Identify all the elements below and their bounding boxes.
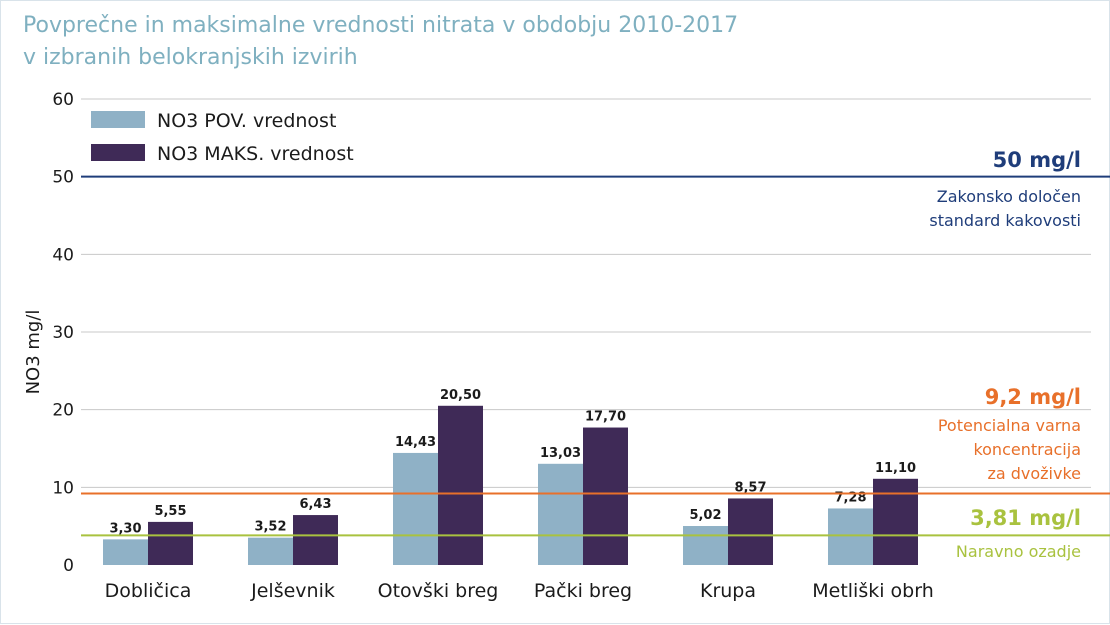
bar — [393, 452, 438, 565]
bar — [728, 498, 773, 565]
legend-label: NO3 MAKS. vrednost — [157, 143, 354, 165]
data-label: 8,57 — [734, 480, 766, 495]
x-tick-label: Krupa — [700, 580, 756, 602]
x-tick-label: Dobličica — [105, 580, 192, 602]
legend-swatch — [91, 144, 145, 161]
reference-description: standard kakovosti — [929, 211, 1081, 230]
bar — [293, 515, 338, 565]
x-tick-label: Metliški obrh — [812, 580, 934, 602]
reference-value-label: 3,81 mg/l — [970, 506, 1081, 530]
y-tick-label: 0 — [63, 556, 74, 576]
data-label: 5,55 — [154, 504, 186, 519]
y-axis-label: NO3 mg/l — [23, 310, 44, 395]
chart-subtitle: v izbranih belokranjskih izvirih — [23, 45, 358, 70]
data-label: 5,02 — [689, 508, 721, 523]
y-tick-label: 30 — [52, 323, 74, 343]
data-label: 13,03 — [540, 446, 581, 461]
bar — [873, 478, 918, 565]
data-label: 11,10 — [875, 461, 916, 476]
reference-description: Potencialna varna — [938, 416, 1081, 435]
reference-value-label: 50 mg/l — [993, 148, 1081, 172]
bar — [148, 521, 193, 565]
reference-description: za dvoživke — [987, 464, 1081, 483]
legend-label: NO3 POV. vrednost — [157, 110, 336, 132]
data-label: 20,50 — [440, 388, 481, 403]
bar — [538, 463, 583, 565]
data-label: 3,30 — [109, 521, 141, 536]
data-label: 17,70 — [585, 410, 626, 425]
y-tick-label: 40 — [52, 245, 74, 265]
data-label: 14,43 — [395, 435, 436, 450]
y-tick-label: 20 — [52, 401, 74, 421]
y-tick-label: 60 — [52, 90, 74, 110]
x-tick-label: Pački breg — [534, 580, 632, 602]
reference-description: Naravno ozadje — [956, 542, 1081, 561]
reference-value-label: 9,2 mg/l — [985, 385, 1081, 409]
chart-title: Povprečne in maksimalne vrednosti nitrat… — [23, 13, 739, 38]
x-tick-label: Jelševnik — [250, 580, 335, 602]
bar — [828, 508, 873, 565]
y-tick-label: 50 — [52, 168, 74, 188]
bar — [248, 537, 293, 565]
y-tick-label: 10 — [52, 478, 74, 498]
x-tick-label: Otovški breg — [378, 580, 499, 602]
reference-description: koncentracija — [973, 440, 1081, 459]
reference-description: Zakonsko določen — [937, 187, 1081, 206]
bar — [683, 526, 728, 565]
bar — [438, 405, 483, 565]
data-label: 6,43 — [299, 497, 331, 512]
bar — [103, 539, 148, 565]
data-label: 3,52 — [254, 520, 286, 535]
bar — [583, 427, 628, 565]
legend-swatch — [91, 111, 145, 128]
